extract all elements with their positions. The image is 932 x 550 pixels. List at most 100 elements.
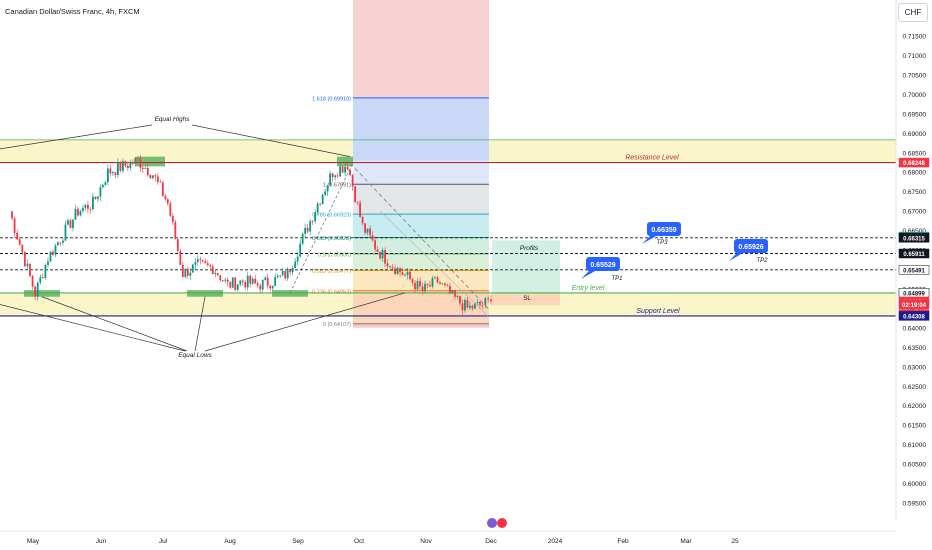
- candle-body: [156, 176, 159, 182]
- candle-body: [284, 270, 287, 279]
- candle-body: [107, 168, 109, 183]
- y-tick-label: 0.61500: [903, 423, 927, 430]
- candle-body: [41, 277, 44, 278]
- candle-body: [82, 207, 84, 211]
- y-tick-label: 0.63000: [903, 364, 927, 371]
- target-badge: [586, 257, 620, 271]
- candle-body: [116, 162, 119, 176]
- candle-body: [346, 167, 349, 170]
- y-tick-label: 0.60500: [903, 462, 927, 469]
- candle-body: [454, 290, 456, 297]
- candle-body: [67, 220, 69, 225]
- candle-body: [404, 274, 406, 276]
- candle-body: [124, 161, 127, 166]
- x-tick-label: Sep: [292, 538, 304, 545]
- horizontal-levels: Resistance Level Support Level Entry level: [0, 139, 896, 317]
- candle-body: [464, 300, 466, 311]
- currency-button[interactable]: CHF: [898, 3, 928, 22]
- candle-body: [351, 175, 354, 187]
- candle-body: [196, 259, 199, 263]
- target-label: TP2: [756, 258, 768, 264]
- candle-body: [214, 272, 217, 275]
- candle-body: [281, 270, 284, 276]
- y-tick-label: 0.70500: [903, 72, 927, 79]
- candle-body: [171, 215, 174, 223]
- candle-body: [36, 282, 39, 297]
- candle-body: [490, 299, 492, 302]
- price-tag-text: 0.64899: [903, 291, 925, 297]
- candle-body: [476, 301, 479, 304]
- candle-body: [291, 268, 294, 273]
- candle-body: [441, 283, 444, 285]
- candle-body: [444, 283, 446, 286]
- candle-body: [409, 271, 411, 280]
- fib-band-6: [353, 253, 489, 271]
- candle-body: [474, 303, 476, 309]
- candle-body: [29, 263, 31, 276]
- candle-body: [381, 250, 384, 259]
- candle-body: [274, 277, 277, 286]
- target-badge: [647, 222, 681, 236]
- candle-body: [102, 184, 104, 188]
- y-tick-label: 0.71500: [903, 34, 927, 41]
- candle-body: [92, 196, 94, 210]
- candle-body: [316, 203, 319, 213]
- equal-lows-line-2: [41, 296, 188, 352]
- candle-body: [366, 228, 369, 233]
- price-tag-text: 0.64308: [903, 314, 925, 320]
- y-tick-label: 0.68000: [903, 170, 927, 177]
- candle-body: [249, 275, 252, 284]
- y-tick-label: 0.60000: [903, 481, 927, 488]
- y-tick-label: 0.66500: [903, 228, 927, 235]
- candle-body: [396, 268, 399, 274]
- candle-body: [304, 227, 307, 234]
- candle-body: [246, 275, 249, 288]
- candle-body: [436, 277, 439, 283]
- fib-label-7: 0 (0.64107): [323, 322, 351, 328]
- candle-body: [361, 216, 364, 224]
- fib-label-3: 0.618 (0.66323): [312, 236, 351, 242]
- candle-body: [206, 263, 209, 265]
- fib-label-5: 0.382 (0.65477): [312, 269, 351, 275]
- candle-body: [479, 301, 481, 306]
- equal-lows-label: Equal Lows: [178, 352, 212, 359]
- y-tick-label: 0.61000: [903, 442, 927, 449]
- candle-body: [384, 250, 386, 264]
- y-tick-label: 0.71000: [903, 53, 927, 60]
- candle-body: [314, 212, 317, 222]
- price-tag-10: 0.64308: [898, 311, 930, 321]
- candle-body: [181, 264, 184, 277]
- sl-box: [492, 292, 560, 306]
- profits-label: Profits: [520, 245, 539, 252]
- candle-body: [184, 268, 187, 277]
- symbol-title: Canadian Dollar/Swiss Franc, 4h, FXCM: [5, 7, 140, 16]
- candle-body: [59, 242, 62, 244]
- equal-highs-line-left: [0, 124, 153, 150]
- price-tag-bg: [898, 248, 930, 259]
- candle-body: [279, 275, 282, 276]
- fib-label-6: 0.236 (0.64953): [312, 289, 351, 295]
- target-badge: [734, 239, 768, 253]
- candle-body: [176, 239, 179, 251]
- candle-body: [294, 261, 297, 269]
- candle-body: [221, 280, 224, 281]
- price-series: [11, 154, 492, 315]
- candle-body: [97, 196, 99, 199]
- candle-body: [341, 166, 344, 173]
- event-icons[interactable]: [487, 518, 507, 528]
- candle-body: [369, 228, 371, 236]
- candle-body: [371, 235, 374, 241]
- price-tag-0: 0.68248: [898, 157, 930, 168]
- time-axis: May Jun Jul Aug Sep Oct Nov Dec 2024 Feb Mar 25: [0, 530, 896, 545]
- candle-body: [74, 208, 77, 220]
- candle-body: [211, 266, 214, 275]
- candle-body: [469, 305, 471, 308]
- candle-body: [134, 157, 137, 164]
- candle-body: [364, 223, 366, 233]
- x-tick-label: Feb: [617, 538, 629, 545]
- fib-label-0: 1.618 (0.69910): [312, 96, 351, 102]
- candle-body: [299, 243, 302, 257]
- candle-body: [199, 259, 202, 261]
- fib-band-5: [353, 237, 489, 254]
